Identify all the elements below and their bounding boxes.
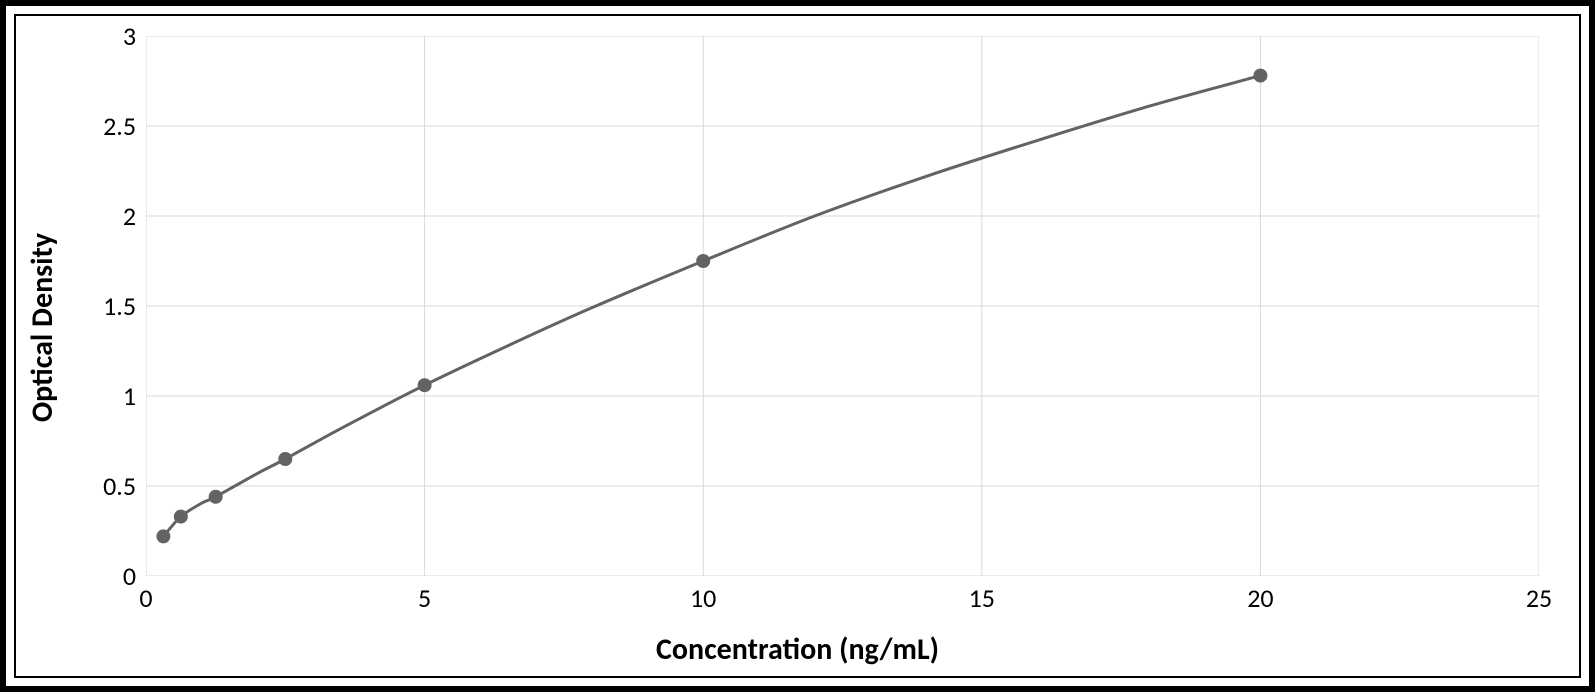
x-tick-label: 5 — [418, 576, 431, 614]
x-tick-label: 25 — [1526, 576, 1552, 614]
data-point — [209, 490, 223, 504]
y-tick-label: 3 — [76, 20, 146, 52]
y-axis-title: Optical Density — [24, 138, 61, 327]
data-point — [174, 510, 188, 524]
y-tick-label: 2 — [76, 200, 146, 232]
data-point — [156, 529, 170, 543]
data-point — [418, 378, 432, 392]
y-tick-label: 0 — [76, 560, 146, 592]
chart-svg — [146, 36, 1539, 576]
y-tick-label: 1 — [76, 380, 146, 412]
y-tick-label: 0.5 — [76, 470, 146, 502]
data-point — [278, 452, 292, 466]
data-point — [696, 254, 710, 268]
data-point — [1253, 69, 1267, 83]
chart-frame: Optical Density 00.511.522.530510152025 … — [0, 0, 1595, 692]
y-tick-label: 2.5 — [76, 110, 146, 142]
plot-area: 00.511.522.530510152025 — [146, 36, 1539, 576]
x-tick-label: 20 — [1247, 576, 1273, 614]
x-tick-label: 0 — [139, 576, 152, 614]
y-tick-label: 1.5 — [76, 290, 146, 322]
x-tick-label: 15 — [969, 576, 995, 614]
chart-inner-frame: Optical Density 00.511.522.530510152025 … — [14, 14, 1581, 678]
x-axis-title: Concentration (ng/mL) — [16, 631, 1579, 668]
x-tick-label: 10 — [690, 576, 716, 614]
